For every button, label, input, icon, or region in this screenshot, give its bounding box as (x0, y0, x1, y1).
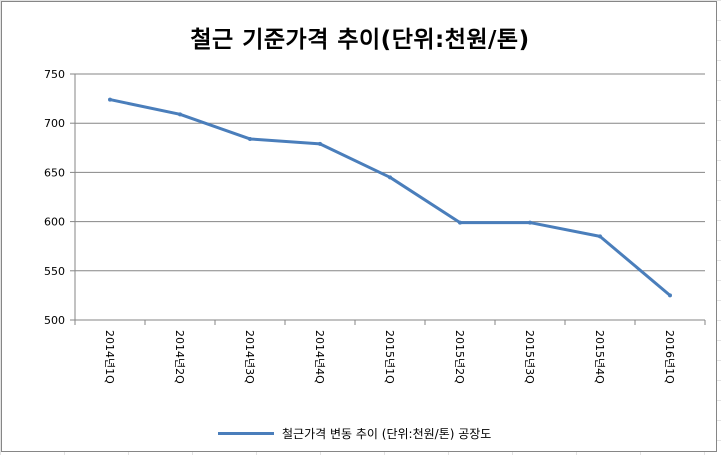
series-layer (108, 97, 672, 298)
data-point[interactable] (388, 175, 392, 180)
legend: 철근가격 변동 추이 (단위:천원/톤) 공장도 (218, 423, 491, 443)
chart-title: 철근 기준가격 추이(단위:천원/톤) (190, 27, 530, 53)
y-axis-ticks: 750 700 650 600 550 500 (44, 68, 75, 327)
x-tick-label: 2016년1Q (663, 330, 676, 384)
legend-line-swatch (218, 431, 274, 435)
gridlines (74, 73, 705, 321)
data-point[interactable] (108, 97, 112, 102)
x-axis-ticks: 2014년1Q 2014년2Q 2014년3Q 2014년4Q 2015년1Q 2015년… (74, 320, 706, 384)
y-tick-label: 600 (44, 216, 65, 229)
y-tick-label: 550 (44, 265, 65, 278)
data-point[interactable] (248, 136, 252, 141)
x-tick-label: 2014년1Q (103, 330, 116, 384)
legend-label: 철근가격 변동 추이 (단위:천원/톤) 공장도 (282, 426, 492, 441)
data-point[interactable] (318, 141, 322, 146)
data-point[interactable] (528, 220, 532, 225)
x-tick-label: 2015년2Q (453, 330, 466, 384)
data-point[interactable] (668, 293, 672, 298)
data-point[interactable] (458, 220, 462, 225)
x-tick-label: 2015년3Q (523, 330, 536, 384)
x-tick-label: 2014년4Q (313, 330, 326, 384)
series-line[interactable] (108, 98, 672, 297)
y-tick-label: 500 (44, 314, 65, 327)
y-tick-label: 750 (44, 68, 65, 81)
x-tick-label: 2014년3Q (243, 330, 256, 384)
y-tick-label: 700 (44, 117, 65, 130)
data-point[interactable] (598, 234, 602, 239)
x-tick-label: 2014년2Q (173, 330, 186, 384)
data-point[interactable] (178, 112, 182, 117)
x-tick-label: 2015년4Q (593, 330, 606, 384)
y-tick-label: 650 (44, 166, 65, 179)
x-tick-label: 2015년1Q (383, 330, 396, 384)
